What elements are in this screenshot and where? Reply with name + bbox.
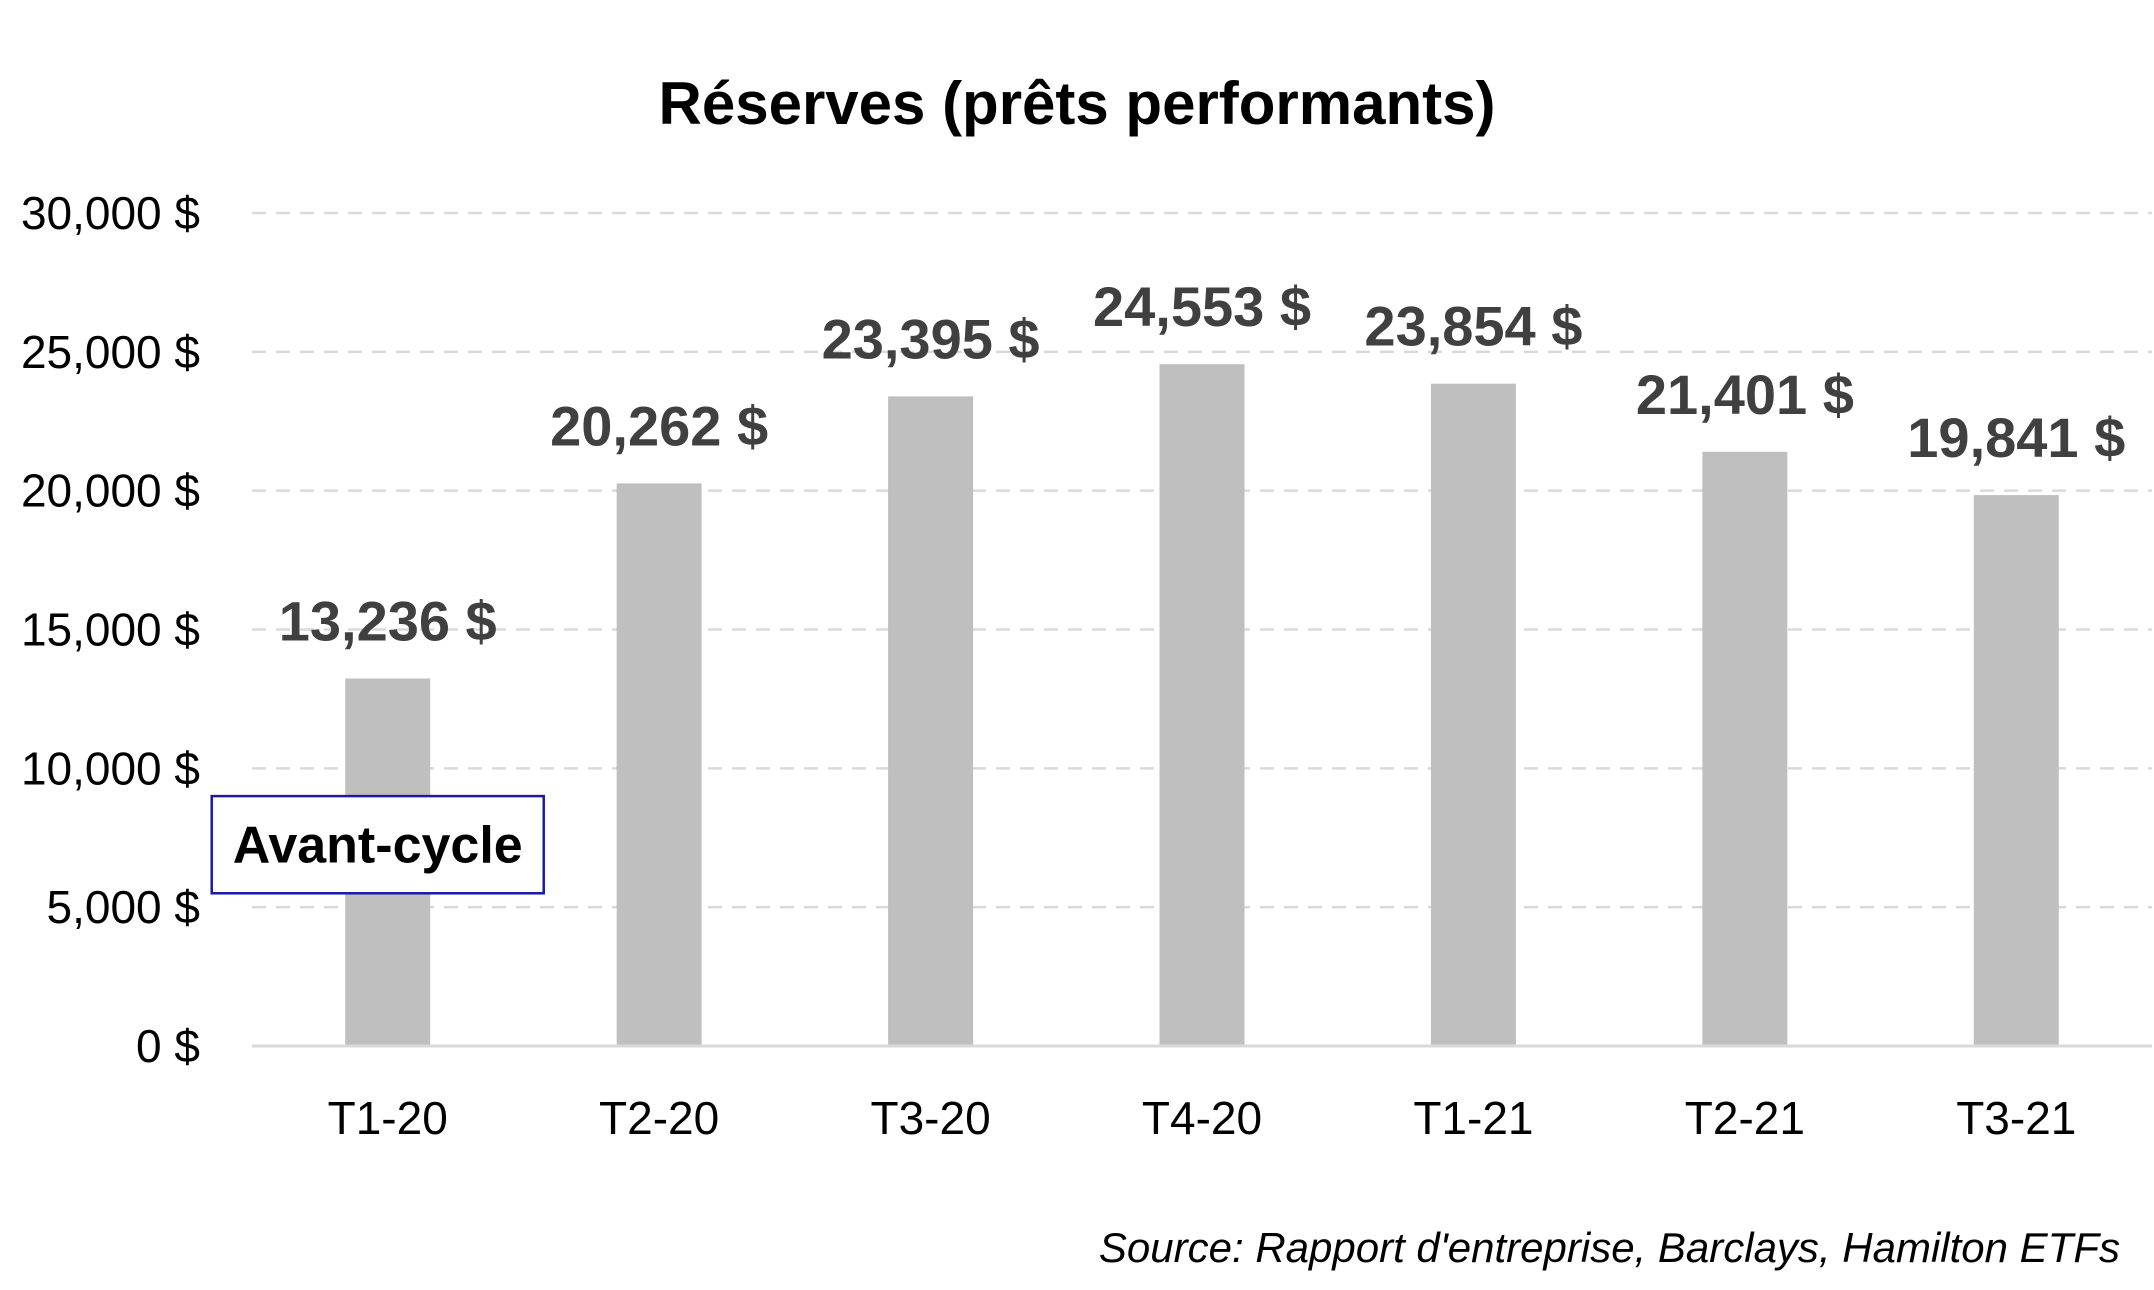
y-tick-label: 20,000 $ (21, 465, 200, 517)
bar-t3-21 (1973, 495, 2059, 1047)
bar-t1-21 (1430, 383, 1516, 1046)
x-tick-label: T3-21 (1956, 1092, 2076, 1144)
data-label: 20,262 $ (550, 394, 768, 457)
y-axis-tick-labels: 0 $ 5,000 $ 10,000 $ 15,000 $ 20,000 $ 25,000… (21, 187, 200, 1072)
data-labels: 13,236 $ 20,262 $ 23,395 $ 24,553 $ 23,854 $… (279, 275, 2126, 652)
y-tick-label: 0 $ (136, 1020, 200, 1072)
chart-title: Réserves (prêts performants) (659, 70, 1496, 137)
bar-t4-20 (1159, 364, 1245, 1047)
bars (345, 364, 2059, 1047)
y-tick-label: 5,000 $ (47, 881, 200, 933)
data-label: 13,236 $ (279, 589, 497, 652)
source-note: Source: Rapport d'entreprise, Barclays, … (1099, 1224, 2120, 1271)
bar-t3-20 (888, 396, 974, 1047)
x-axis-tick-labels: T1-20 T2-20 T3-20 T4-20 T1-21 T2-21 T3-21 (328, 1092, 2077, 1144)
x-tick-label: T2-20 (599, 1092, 719, 1144)
bar-t2-20 (616, 483, 702, 1046)
y-tick-label: 15,000 $ (21, 604, 200, 656)
data-label: 23,854 $ (1364, 295, 1582, 358)
x-tick-label: T1-21 (1413, 1092, 1533, 1144)
annotation-box (210, 794, 545, 895)
y-tick-label: 10,000 $ (21, 742, 200, 794)
x-tick-label: T3-20 (870, 1092, 990, 1144)
y-tick-label: 25,000 $ (21, 326, 200, 378)
data-label: 19,841 $ (1907, 406, 2125, 469)
data-label: 23,395 $ (822, 307, 1040, 370)
y-tick-label: 30,000 $ (21, 187, 200, 239)
x-tick-label: T1-20 (328, 1092, 448, 1144)
annotation-label: Avant-cycle (233, 817, 523, 875)
annotation: Avant-cycle (210, 794, 545, 895)
x-tick-label: T2-21 (1685, 1092, 1805, 1144)
data-label: 24,553 $ (1093, 275, 1311, 338)
data-label: 21,401 $ (1636, 363, 1854, 426)
bar-t2-21 (1702, 451, 1788, 1046)
x-tick-label: T4-20 (1142, 1092, 1262, 1144)
